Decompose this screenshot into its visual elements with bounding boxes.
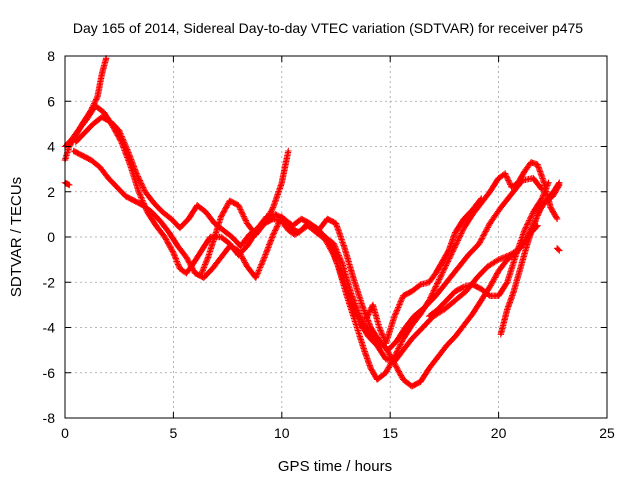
- tick-labels: 0 5 10 15 20 25 -8 -6 -4 -2 0 2 4 6 8: [43, 48, 615, 441]
- series-track-8: [426, 179, 552, 320]
- series-track-5: [198, 147, 292, 277]
- series-markers: [326, 159, 561, 383]
- series-layer: [61, 55, 563, 390]
- x-tick-label: 15: [382, 425, 398, 441]
- y-tick-label: 2: [47, 184, 55, 200]
- series-markers: [426, 179, 552, 320]
- series-track-10: [61, 179, 73, 189]
- y-axis-label: SDTVAR / TECUs: [8, 177, 25, 297]
- series-track-4: [70, 147, 563, 390]
- x-axis-label: GPS time / hours: [278, 458, 392, 475]
- y-tick-label: 4: [47, 139, 55, 155]
- y-tick-label: -6: [43, 365, 56, 381]
- y-tick-label: 6: [47, 93, 55, 109]
- grid: [65, 56, 607, 418]
- series-track-9: [497, 181, 563, 338]
- series-markers: [553, 245, 563, 254]
- series-track-6: [326, 159, 561, 383]
- x-tick-label: 5: [170, 425, 178, 441]
- series-track-11: [553, 245, 563, 254]
- series-track-3: [72, 113, 546, 354]
- series-markers: [363, 195, 485, 347]
- series-markers: [497, 181, 563, 338]
- x-tick-label: 0: [61, 425, 69, 441]
- series-track-2: [61, 102, 541, 365]
- series-markers: [61, 179, 73, 189]
- series-markers: [70, 147, 563, 390]
- y-tick-label: 0: [47, 229, 55, 245]
- y-tick-label: 8: [47, 48, 55, 64]
- x-tick-label: 25: [599, 425, 615, 441]
- x-tick-label: 10: [274, 425, 290, 441]
- ticks: [64, 55, 608, 419]
- y-tick-label: -8: [43, 410, 56, 426]
- series-markers: [72, 113, 546, 354]
- chart-title: Day 165 of 2014, Sidereal Day-to-day VTE…: [73, 20, 583, 36]
- series-track-7: [363, 195, 485, 347]
- y-tick-label: -4: [43, 320, 56, 336]
- x-tick-label: 20: [491, 425, 507, 441]
- y-tick-label: -2: [43, 274, 56, 290]
- series-markers: [61, 102, 541, 365]
- series-markers: [198, 147, 292, 277]
